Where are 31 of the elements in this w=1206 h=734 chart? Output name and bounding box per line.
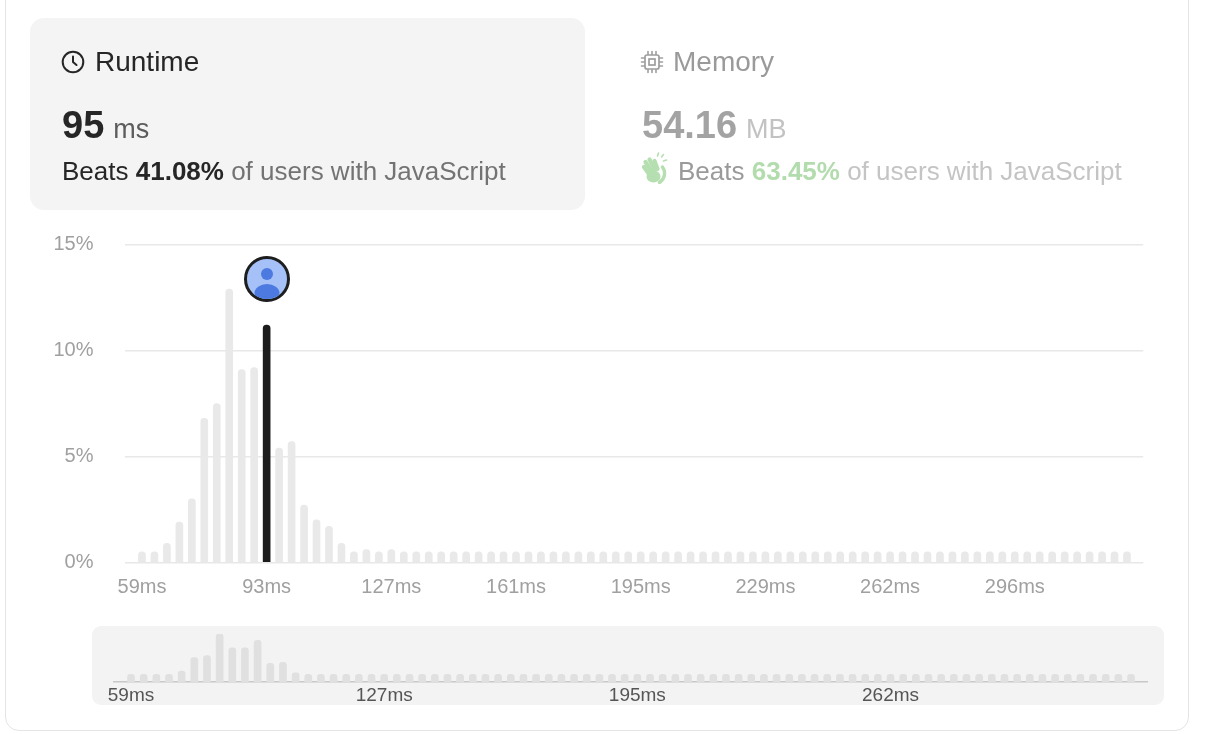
x-tick-label: 296ms <box>984 574 1045 597</box>
x-tick-label: 127ms <box>361 574 422 597</box>
y-tick-label: 10% <box>53 338 94 361</box>
bar <box>262 324 271 562</box>
x-tick-label: 195ms <box>608 683 666 705</box>
bar <box>266 662 275 682</box>
bar <box>279 661 287 682</box>
x-tick-label: 262ms <box>862 683 920 705</box>
bar <box>190 657 199 682</box>
x-tick-label: 59ms <box>107 683 155 705</box>
x-tick-label: 59ms <box>117 574 167 597</box>
x-tick-label: 195ms <box>610 574 671 597</box>
x-tick-label: 161ms <box>486 574 547 597</box>
text: 95 ms <box>62 104 150 146</box>
text: Runtime <box>95 45 200 79</box>
y-tick-label: 0% <box>64 549 94 572</box>
x-tick-label: 127ms <box>355 683 413 705</box>
bar <box>241 647 249 682</box>
text: Memory <box>673 45 775 79</box>
y-tick-label: 15% <box>53 232 94 255</box>
bar <box>203 655 211 682</box>
x-tick-label: 262ms <box>860 574 921 597</box>
y-tick-label: 5% <box>64 443 94 466</box>
x-tick-label: 93ms <box>242 574 292 597</box>
bar <box>215 634 224 682</box>
text: Beats 63.45% of users with JavaScript <box>678 156 1122 186</box>
x-tick-label: 229ms <box>735 574 796 597</box>
text: 54.16 MB <box>642 104 787 146</box>
bar <box>253 639 262 682</box>
bar <box>228 647 237 682</box>
text: Beats 41.08% of users with JavaScript <box>62 156 506 186</box>
